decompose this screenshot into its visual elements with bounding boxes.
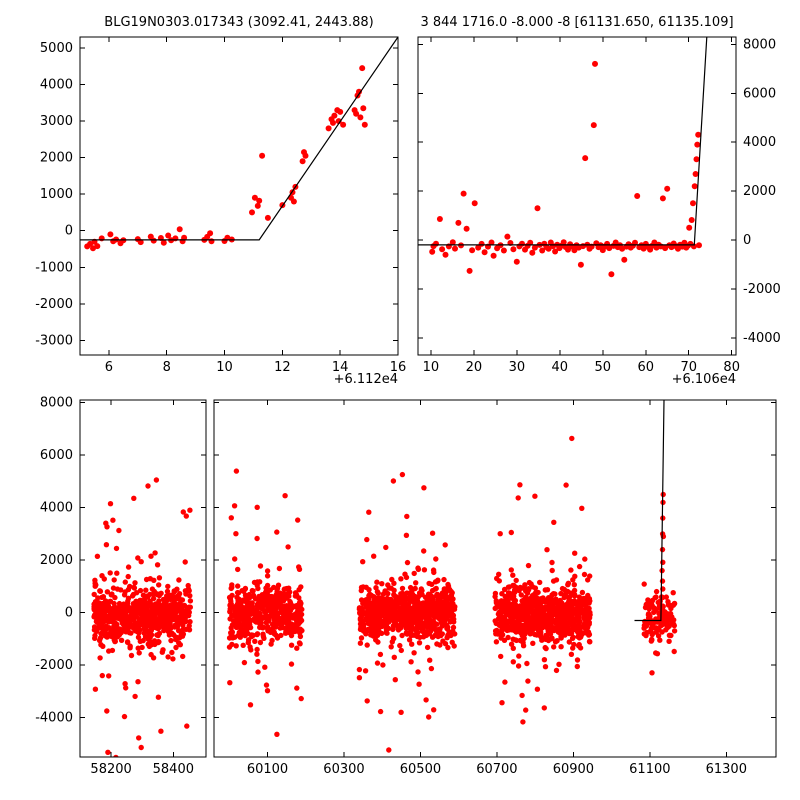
- svg-text:61100: 61100: [629, 762, 670, 777]
- svg-text:5000: 5000: [40, 41, 73, 56]
- svg-text:2000: 2000: [40, 553, 73, 568]
- top-right-x-offset-label: +6.106e4: [671, 372, 736, 387]
- svg-text:-1000: -1000: [35, 260, 73, 275]
- bottom-plot-right-segment: 60100 60300 60500 60700 60900 61100 61300: [213, 399, 777, 777]
- svg-text:60300: 60300: [323, 762, 364, 777]
- svg-text:60900: 60900: [553, 762, 594, 777]
- svg-text:58200: 58200: [90, 762, 131, 777]
- svg-text:-3000: -3000: [35, 333, 73, 348]
- top-left-title: BLG19N0303.017343 (3092.41, 2443.88): [104, 15, 374, 30]
- svg-text:6000: 6000: [40, 448, 73, 463]
- svg-text:20: 20: [466, 360, 483, 375]
- svg-text:50: 50: [595, 360, 612, 375]
- svg-text:0: 0: [65, 606, 73, 621]
- svg-text:58400: 58400: [153, 762, 194, 777]
- svg-text:-2000: -2000: [743, 282, 781, 297]
- svg-text:2000: 2000: [743, 184, 776, 199]
- svg-text:3000: 3000: [40, 114, 73, 129]
- svg-text:-2000: -2000: [35, 297, 73, 312]
- svg-text:-4000: -4000: [35, 711, 73, 726]
- svg-text:61300: 61300: [706, 762, 747, 777]
- svg-text:0: 0: [743, 233, 751, 248]
- svg-text:40: 40: [552, 360, 569, 375]
- top-left-plot: 6 8 10 12 14 16 5000 4000 3000 2000 1000 0 -1000 -200…: [35, 36, 407, 375]
- svg-text:2000: 2000: [40, 151, 73, 166]
- top-right-title: 3 844 1716.0 -8.000 -8 [61131.650, 61135…: [420, 15, 734, 30]
- svg-text:4000: 4000: [743, 135, 776, 150]
- svg-text:8000: 8000: [40, 396, 73, 411]
- svg-text:8000: 8000: [743, 37, 776, 52]
- svg-text:8: 8: [163, 360, 171, 375]
- top-right-plot: 10 20 30 40 50 60 70 80 8000 6000 4000 2000 0 -2000 -4…: [417, 36, 781, 375]
- svg-text:10: 10: [216, 360, 233, 375]
- svg-text:-4000: -4000: [743, 331, 781, 346]
- svg-text:70: 70: [680, 360, 697, 375]
- svg-text:0: 0: [65, 224, 73, 239]
- svg-text:60700: 60700: [476, 762, 517, 777]
- svg-text:10: 10: [423, 360, 440, 375]
- bottom-plot-left-segment: 58200 58400 8000 6000 4000 2000 0 -2000 -4000: [35, 396, 207, 777]
- svg-text:30: 30: [509, 360, 526, 375]
- svg-text:16: 16: [390, 360, 407, 375]
- svg-text:80: 80: [723, 360, 740, 375]
- svg-text:-2000: -2000: [35, 658, 73, 673]
- svg-text:60: 60: [637, 360, 654, 375]
- svg-text:6: 6: [105, 360, 113, 375]
- svg-text:60500: 60500: [400, 762, 441, 777]
- svg-text:4000: 4000: [40, 78, 73, 93]
- svg-text:60100: 60100: [247, 762, 288, 777]
- svg-text:6000: 6000: [743, 86, 776, 101]
- svg-text:4000: 4000: [40, 501, 73, 516]
- svg-text:1000: 1000: [40, 187, 73, 202]
- svg-text:12: 12: [274, 360, 291, 375]
- svg-text:14: 14: [332, 360, 349, 375]
- top-left-x-offset-label: +6.112e4: [333, 372, 398, 387]
